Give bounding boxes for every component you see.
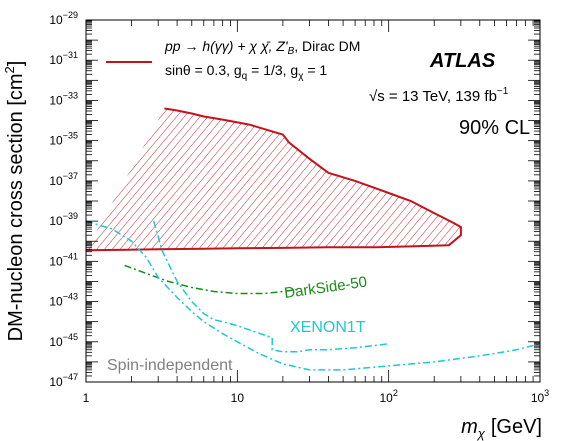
y-axis-label: DM-nucleon cross section [cm2] [2,61,27,342]
y-tick-label: 10−35 [49,131,78,148]
atlas-excluded-fill [86,108,461,251]
darkside-label: DarkSide-50 [283,274,368,302]
y-tick-label: 10−41 [49,251,78,268]
series-line-atlas-limit [86,107,462,252]
x-tick-label: 1 [83,391,90,405]
y-tick-label: 10−43 [49,292,78,309]
x-tick-label: 103 [531,388,549,405]
series-layer [86,107,540,371]
atlas-label: ATLAS [429,50,496,72]
series-line-xenon1t-second-curve [86,220,540,371]
y-tick-label: 10−47 [49,372,78,389]
x-tick-label: 102 [379,388,397,405]
x-axis-label: mχ [GeV] [461,416,542,441]
spin-label: Spin-independent [107,357,233,374]
y-axis-ticks: 10−47 10−45 10−43 10−41 10−39 10−37 10−35 10−33… [49,10,540,389]
excluded-region-hatch [86,108,461,251]
y-tick-label: 10−29 [49,10,78,27]
xenon-label: XENON1T [290,319,366,336]
x-axis-ticks: 1 10 102 103 [83,20,549,405]
y-tick-label: 10−31 [49,50,78,67]
y-tick-label: 10−39 [49,211,78,228]
series-line-xenon1t [152,220,389,353]
y-tick-label: 10−45 [49,332,78,349]
cl-label: 90% CL [459,117,530,139]
legend: pp → h(γγ) + χ χ̄, Z'B, Dirac DM sinθ = … [106,38,360,82]
energy-label: √s = 13 TeV, 139 fb−1 [369,86,509,105]
y-tick-label: 10−37 [49,171,78,188]
y-tick-label: 10−33 [49,90,78,107]
series-line-darkside-50 [124,264,298,295]
x-tick-label: 10 [231,391,245,405]
legend-line1: pp → h(γγ) + χ χ̄, Z'B, Dirac DM [164,38,360,57]
legend-line2: sinθ = 0.3, gq = 1/3, gχ = 1 [165,62,327,82]
